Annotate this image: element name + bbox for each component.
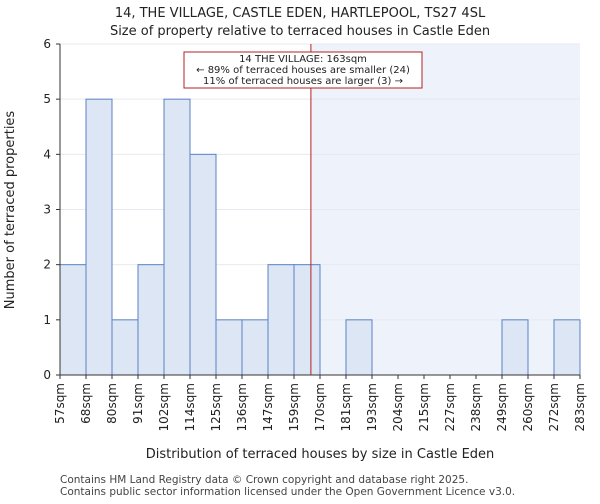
x-tick-label: 57sqm [53, 383, 67, 424]
annotation-line: 14 THE VILLAGE: 163sqm [239, 54, 367, 65]
y-tick-label: 0 [43, 368, 51, 382]
x-tick-label: 249sqm [495, 383, 509, 431]
histogram-bar [267, 264, 295, 376]
x-tick-label: 170sqm [313, 383, 327, 431]
x-tick-label: 283sqm [573, 383, 587, 431]
annotation-line: ← 89% of terraced houses are smaller (24… [196, 65, 410, 76]
x-tick-label: 68sqm [79, 383, 93, 424]
histogram-bar [163, 98, 191, 376]
histogram-bar [345, 319, 373, 376]
x-tick-label: 260sqm [521, 383, 535, 431]
histogram-bar [215, 319, 243, 376]
y-tick-label: 1 [43, 313, 51, 327]
x-tick-label: 125sqm [209, 383, 223, 431]
x-tick-label: 215sqm [417, 383, 431, 431]
x-tick-label: 102sqm [157, 383, 171, 431]
x-tick-label: 114sqm [183, 383, 197, 431]
histogram-bar [553, 319, 581, 376]
y-tick-label: 2 [43, 258, 51, 272]
y-axis-label: Number of terraced properties [3, 111, 18, 310]
footer-line-1: Contains HM Land Registry data © Crown c… [60, 474, 468, 486]
x-tick-label: 181sqm [339, 383, 353, 431]
y-tick-label: 3 [43, 203, 51, 217]
x-tick-label: 193sqm [365, 383, 379, 431]
plot-area: 0 1 2 3 4 5 6 57sqm 68sqm 80sqm 91sqm 102sqm 114sqm 1… [43, 37, 587, 431]
footer-line-2: Contains public sector information licen… [60, 486, 515, 498]
histogram-bar [241, 319, 269, 376]
x-tick-label: 80sqm [105, 383, 119, 424]
x-tick-label: 238sqm [469, 383, 483, 431]
x-tick-label: 91sqm [131, 383, 145, 424]
x-tick-label: 227sqm [443, 383, 457, 431]
y-tick-label: 4 [43, 147, 51, 161]
histogram-bar [85, 98, 113, 376]
x-axis-label: Distribution of terraced houses by size … [146, 447, 495, 462]
annotation-line: 11% of terraced houses are larger (3) → [203, 76, 403, 87]
histogram-bar [501, 319, 529, 376]
histogram-bar [189, 153, 217, 376]
x-tick-label: 159sqm [287, 383, 301, 431]
histogram-bar [293, 264, 321, 376]
y-tick-label: 5 [43, 92, 51, 106]
histogram-bar [111, 319, 139, 376]
x-tick-label: 136sqm [235, 383, 249, 431]
annotation-box [183, 51, 423, 89]
histogram-bar [59, 264, 87, 376]
chart-title-line-2: Size of property relative to terraced ho… [110, 24, 490, 39]
x-tick-label: 272sqm [547, 383, 561, 431]
y-tick-label: 6 [43, 37, 51, 51]
histogram-bar [137, 264, 165, 376]
chart-title-line-1: 14, THE VILLAGE, CASTLE EDEN, HARTLEPOOL… [115, 6, 486, 21]
x-tick-label: 204sqm [391, 383, 405, 431]
x-tick-label: 147sqm [261, 383, 275, 431]
